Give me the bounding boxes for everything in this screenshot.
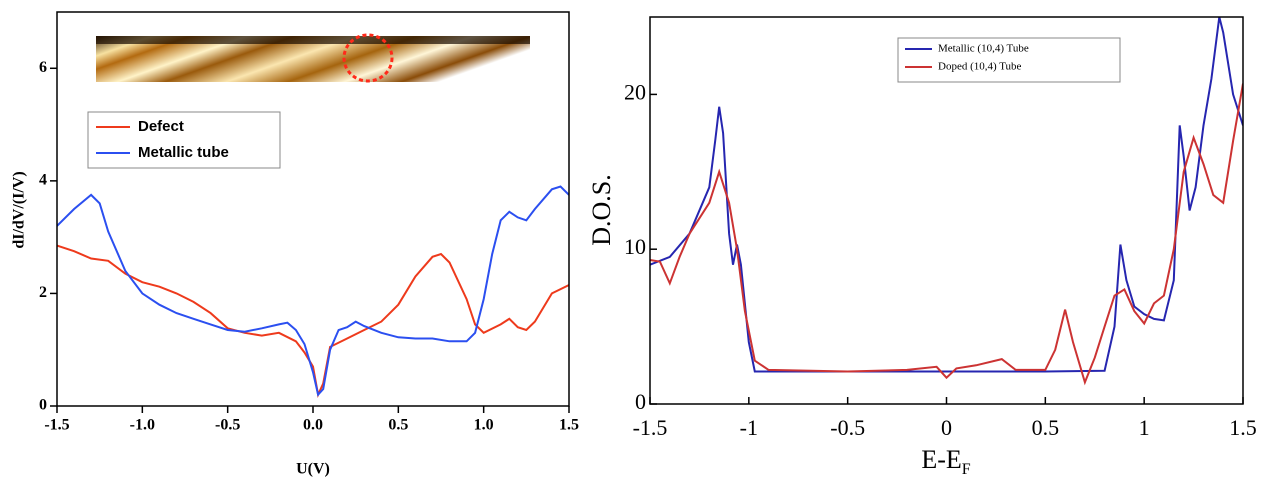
defect-marker xyxy=(342,33,394,83)
right-chart: -1.5 -1 -0.5 0 0.5 1 1.5 0 10 20 Metallic (10,4) T… xyxy=(587,16,1257,478)
legend-label: Metallic (10,4) Tube xyxy=(938,43,1029,55)
y-tick-label: 2 xyxy=(39,284,47,301)
legend-label: Metallic tube xyxy=(138,144,229,161)
x-tick-label: -0.5 xyxy=(215,417,240,434)
x-tick-label: 1.5 xyxy=(1229,415,1257,440)
x-tick-label: 1.5 xyxy=(559,417,579,434)
x-axis-label: U(V) xyxy=(296,461,330,478)
y-tick-label: 4 xyxy=(39,172,47,189)
plot-frame xyxy=(649,16,1244,405)
y-tick-label: 20 xyxy=(624,79,646,104)
x-tick-label: 0.5 xyxy=(1032,415,1060,440)
y-tick-label: 6 xyxy=(39,59,47,76)
x-tick-label: -1.5 xyxy=(44,417,69,434)
x-tick-label: -0.5 xyxy=(830,415,865,440)
x-tick-label: -1.5 xyxy=(633,415,668,440)
x-tick-label: 0.5 xyxy=(388,417,408,434)
legend-label: Defect xyxy=(138,118,184,135)
y-tick-label: 10 xyxy=(624,234,646,259)
x-axis-label: E-EF xyxy=(921,445,970,478)
series-line xyxy=(57,185,569,397)
legend-label: Doped (10,4) Tube xyxy=(938,61,1022,73)
series-line xyxy=(650,17,1243,373)
x-axis-label-main: E-E xyxy=(921,445,961,474)
x-tick-label: 1 xyxy=(1139,415,1150,440)
x-tick-label: 1.0 xyxy=(474,417,494,434)
legend-box xyxy=(87,111,281,169)
legend-box xyxy=(897,37,1121,83)
x-tick-label: -1 xyxy=(740,415,758,440)
plot-frame xyxy=(56,11,570,407)
x-axis-label-sub: F xyxy=(962,461,971,478)
y-tick-label: 0 xyxy=(39,397,47,414)
stm-image-edge xyxy=(96,36,530,44)
y-axis-label: D.O.S. xyxy=(587,174,616,246)
y-tick-label: 0 xyxy=(635,389,646,414)
y-axis-label: dI/dV/(I/V) xyxy=(11,171,28,248)
x-tick-label: 0.0 xyxy=(303,417,323,434)
x-tick-label: -1.0 xyxy=(130,417,155,434)
x-tick-label: 0 xyxy=(941,415,952,440)
series-line xyxy=(650,83,1243,386)
left-chart: -1.5 -1.0 -0.5 0.0 0.5 1.0 1.5 0 2 4 6 Defect Metall… xyxy=(11,11,579,478)
